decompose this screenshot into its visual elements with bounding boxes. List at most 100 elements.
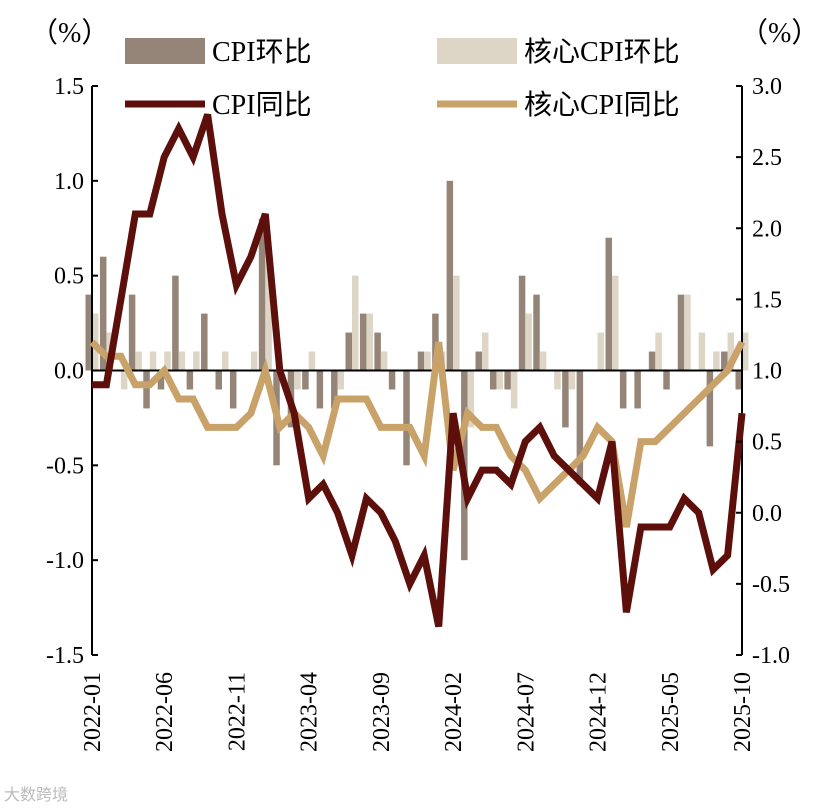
x-tick-label: 2025-05 (658, 672, 684, 752)
bar-cpi-mom (735, 370, 742, 390)
bar-cpi-mom (576, 370, 584, 485)
bar-cpi-mom (706, 370, 714, 447)
bar-cpi-mom (533, 294, 540, 371)
right-axis-ticks: 3.0 2.5 2.0 1.5 1.0 0.5 0.0 -0.5 -1.0 (736, 74, 790, 669)
right-tick-label: -0.5 (752, 572, 790, 598)
bar-cpi-mom (605, 237, 612, 371)
right-tick-label: 0.0 (752, 501, 782, 527)
legend-swatch-core-cpi-mom (437, 38, 517, 64)
bar-core-cpi-mom (424, 351, 431, 371)
legend-label-core-cpi-mom: 核心CPI环比 (524, 36, 680, 68)
bar-cpi-mom (85, 294, 92, 371)
left-tick-label: -1.0 (46, 548, 84, 574)
bar-core-cpi-mom (120, 370, 128, 390)
x-tick-label: 2023-09 (369, 672, 395, 752)
bar-cpi-mom (201, 313, 208, 371)
bar-core-cpi-mom (742, 332, 749, 371)
left-tick-label: 0.5 (54, 264, 84, 290)
bar-cpi-mom (229, 370, 237, 409)
bar-core-cpi-mom (308, 351, 316, 371)
right-tick-label: 1.0 (752, 359, 782, 385)
right-tick-label: -1.0 (752, 643, 790, 669)
bar-core-cpi-mom (250, 351, 258, 371)
bar-cpi-mom (302, 370, 309, 390)
bar-core-cpi-mom (698, 332, 706, 371)
bar-core-cpi-mom (453, 275, 460, 371)
bar-core-cpi-mom (164, 351, 171, 371)
bar-cpi-mom (172, 275, 179, 371)
bar-cpi-mom (562, 370, 569, 428)
x-tick-label: 2022-06 (152, 672, 178, 752)
bar-cpi-mom (128, 294, 136, 371)
bar-core-cpi-mom (482, 332, 489, 371)
x-tick-label: 2024-07 (513, 672, 539, 752)
left-axis-unit: （%） (30, 17, 109, 49)
left-tick-label: 1.0 (54, 169, 84, 195)
bar-cpi-mom (316, 370, 324, 409)
bar-core-cpi-mom (352, 275, 359, 371)
right-axis-unit: （%） (740, 17, 819, 49)
bar-cpi-mom (157, 370, 165, 390)
right-tick-label: 0.5 (752, 430, 782, 456)
bar-core-cpi-mom (525, 313, 532, 371)
bar-core-cpi-mom (727, 332, 735, 371)
bar-cpi-mom (475, 351, 482, 371)
bar-core-cpi-mom (554, 370, 561, 390)
bar-cpi-mom (648, 351, 656, 371)
bar-cpi-mom (417, 351, 425, 371)
legend-swatch-cpi-mom (125, 38, 205, 64)
left-axis-ticks: 1.5 1.0 0.5 0.0 -0.5 -1.0 -1.5 (46, 74, 98, 669)
legend-label-cpi-mom: CPI环比 (212, 36, 312, 68)
x-tick-label: 2022-11 (224, 672, 250, 751)
bar-core-cpi-mom (337, 370, 345, 390)
left-tick-label: -0.5 (46, 453, 84, 479)
bar-cpi-mom (518, 275, 526, 371)
bar-core-cpi-mom (149, 351, 157, 371)
legend: CPI环比 核心CPI环比 CPI同比 核心CPI同比 (125, 36, 680, 121)
bar-core-cpi-mom (684, 294, 691, 371)
bar-cpi-mom (331, 370, 338, 409)
bar-cpi-mom (99, 256, 107, 371)
bar-cpi-mom (721, 351, 728, 371)
bar-core-cpi-mom (612, 275, 619, 371)
x-tick-label: 2022-01 (80, 672, 106, 752)
watermark: 大数跨境 (4, 785, 68, 804)
bar-cpi-mom (619, 370, 627, 409)
bar-core-cpi-mom (222, 351, 229, 371)
bar-cpi-mom (663, 370, 670, 390)
left-tick-label: 0.0 (54, 359, 84, 385)
bar-core-cpi-mom (380, 351, 388, 371)
x-axis-ticks: 2022-01 2022-06 2022-11 2023-04 2023-09 2024-… (80, 672, 756, 752)
bar-cpi-mom (215, 370, 222, 390)
bar-core-cpi-mom (294, 370, 301, 390)
bar-cpi-mom (446, 180, 454, 371)
bar-core-cpi-mom (496, 370, 503, 390)
x-tick-label: 2023-04 (297, 672, 323, 752)
bar-cpi-mom (504, 370, 511, 390)
bar-cpi-mom (359, 313, 367, 371)
bar-cpi-mom (186, 370, 194, 390)
bar-core-cpi-mom (178, 351, 186, 371)
bar-cpi-mom (677, 294, 685, 371)
bar-core-cpi-mom (655, 332, 662, 371)
legend-label-core-cpi-yoy: 核心CPI同比 (524, 89, 680, 121)
bar-cpi-mom (634, 370, 641, 409)
bar-cpi-mom (374, 332, 381, 371)
right-tick-label: 2.5 (752, 145, 782, 171)
bar-cpi-mom (489, 370, 497, 390)
bar-core-cpi-mom (193, 351, 200, 371)
bar-cpi-mom (258, 218, 266, 371)
bar-cpi-mom (388, 370, 396, 390)
left-tick-label: -1.5 (46, 643, 84, 669)
bar-core-cpi-mom (568, 370, 576, 390)
legend-label-cpi-yoy: CPI同比 (212, 89, 312, 121)
bar-cpi-mom (403, 370, 410, 466)
line-cpi-yoy (92, 113, 746, 628)
bar-core-cpi-mom (713, 351, 720, 371)
bar-core-cpi-mom (467, 370, 475, 428)
bar-core-cpi-mom (539, 351, 547, 371)
right-tick-label: 1.5 (752, 287, 782, 313)
bar-cpi-mom (143, 370, 150, 409)
right-tick-label: 3.0 (752, 74, 782, 100)
